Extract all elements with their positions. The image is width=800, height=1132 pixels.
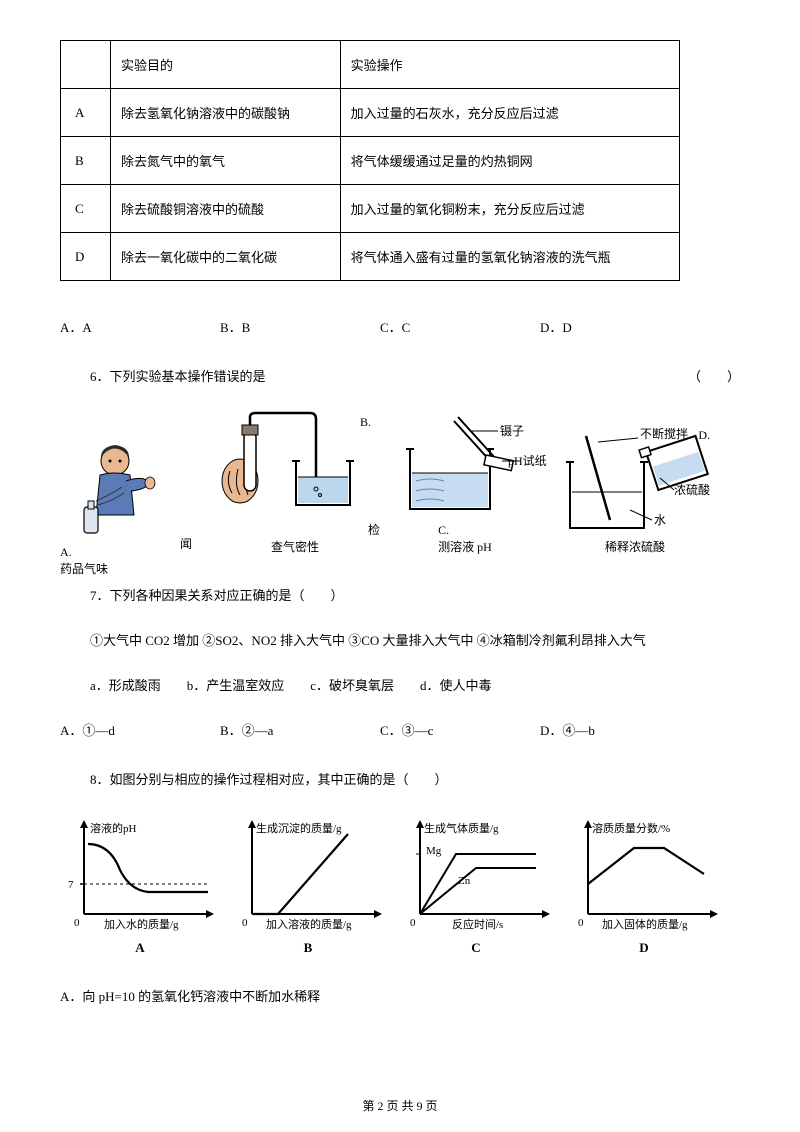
page-footer: 第 2 页 共 9 页 (0, 1097, 800, 1114)
q6-d-caption: 稀释浓硫酸 (605, 538, 665, 555)
q6-c-caption: 测溶液 pH (438, 540, 492, 554)
phpaper-label: pH试纸 (508, 453, 547, 468)
water-label: 水 (654, 513, 666, 527)
smell-figure (60, 435, 170, 545)
svg-text:Mg: Mg (426, 845, 442, 857)
ph-figure: 镊子 pH试纸 (380, 413, 550, 523)
q5-options: A．A B．B C．C D．D (60, 317, 740, 336)
th-blank (61, 41, 111, 89)
q7-line2: ①大气中 CO2 增加 ②SO2、NO2 排入大气中 ③CO 大量排入大气中 ④… (90, 630, 740, 649)
tweezers-label: 镊子 (500, 424, 524, 438)
opt-b: B．B (220, 317, 380, 336)
q6-figures: A.药品气味 闻 B. 检 查气密性 (60, 405, 740, 555)
chart-c-label: C (471, 940, 480, 956)
chart-b-label: B (304, 940, 313, 956)
opt-d: D．D (540, 317, 700, 336)
svg-text:溶质质量分数/%: 溶质质量分数/% (592, 821, 670, 835)
opt-a: A．①—d (60, 720, 220, 739)
svg-text:加入固体的质量/g: 加入固体的质量/g (602, 917, 688, 931)
svg-text:加入水的质量/g: 加入水的质量/g (104, 917, 179, 931)
q6-a-label: A.药品气味 (60, 545, 108, 577)
opt-a: A．A (60, 317, 220, 336)
q8-text: 8．如图分别与相应的操作过程相对应，其中正确的是（ ） (90, 769, 740, 788)
table-row: D 除去一氧化碳中的二氧化碳 将气体通入盛有过量的氢氧化钠溶液的洗气瓶 (61, 233, 680, 281)
svg-text:溶液的pH: 溶液的pH (90, 821, 136, 835)
experiment-table: 实验目的 实验操作 A 除去氢氧化钠溶液中的碳酸钠 加入过量的石灰水，充分反应后… (60, 40, 680, 281)
chart-a: 溶液的pH 7 0 加入水的质量/g (60, 814, 220, 934)
q7-text: 7．下列各种因果关系对应正确的是（ ） (90, 585, 740, 604)
q6-b-jian: 检 (368, 521, 380, 538)
q6-a-wen: 闻 (180, 535, 192, 552)
opt-c: C．③—c (380, 720, 540, 739)
q8-opt-a: A．向 pH=10 的氢氧化钙溶液中不断加水稀释 (60, 986, 740, 1005)
svg-text:Zn: Zn (458, 875, 471, 887)
q6-text: 6．下列实验基本操作错误的是 （ ） (90, 366, 740, 385)
q8-charts: 溶液的pH 7 0 加入水的质量/g A 生成沉淀的质量/g 0 加入溶液的质量… (60, 814, 740, 956)
opt-c: C．C (380, 317, 540, 336)
chart-d-label: D (639, 940, 648, 956)
svg-text:0: 0 (242, 917, 248, 929)
svg-text:生成气体质量/g: 生成气体质量/g (424, 821, 499, 835)
dilute-figure: 不断搅拌 浓硫酸 水 (550, 428, 720, 538)
table-row: A 除去氢氧化钠溶液中的碳酸钠 加入过量的石灰水，充分反应后过滤 (61, 89, 680, 137)
q6-b-caption: 查气密性 (271, 538, 319, 555)
q7-line3: a．形成酸雨 b．产生温室效应 c．破坏臭氧层 d．使人中毒 (90, 675, 740, 694)
chart-d: 溶质质量分数/% 0 加入固体的质量/g (564, 814, 724, 934)
q6-b-top: B. (360, 415, 371, 430)
svg-text:0: 0 (410, 917, 416, 929)
acid-label: 浓硫酸 (674, 482, 710, 497)
q6-c-top: C. (438, 523, 449, 537)
svg-text:0: 0 (74, 917, 80, 929)
th-operation: 实验操作 (340, 41, 679, 89)
table-row: C 除去硫酸铜溶液中的硫酸 加入过量的氧化铜粉末，充分反应后过滤 (61, 185, 680, 233)
svg-text:0: 0 (578, 917, 584, 929)
stir-label: 不断搅拌 (640, 428, 688, 441)
q6-d-top: D. (698, 428, 710, 443)
opt-d: D．④—b (540, 720, 700, 739)
chart-b: 生成沉淀的质量/g 0 加入溶液的质量/g (228, 814, 388, 934)
q7-options: A．①—d B．②—a C．③—c D．④—b (60, 720, 740, 739)
th-purpose: 实验目的 (110, 41, 340, 89)
svg-text:反应时间/s: 反应时间/s (452, 917, 503, 931)
svg-text:生成沉淀的质量/g: 生成沉淀的质量/g (256, 821, 342, 835)
chart-c: 生成气体质量/g Mg Zn 0 反应时间/s (396, 814, 556, 934)
chart-a-label: A (135, 940, 144, 956)
svg-text:7: 7 (68, 879, 74, 891)
airtight-figure (210, 411, 380, 521)
table-row: B 除去氮气中的氧气 将气体缓缓通过足量的灼热铜网 (61, 137, 680, 185)
svg-text:加入溶液的质量/g: 加入溶液的质量/g (266, 917, 352, 931)
opt-b: B．②—a (220, 720, 380, 739)
